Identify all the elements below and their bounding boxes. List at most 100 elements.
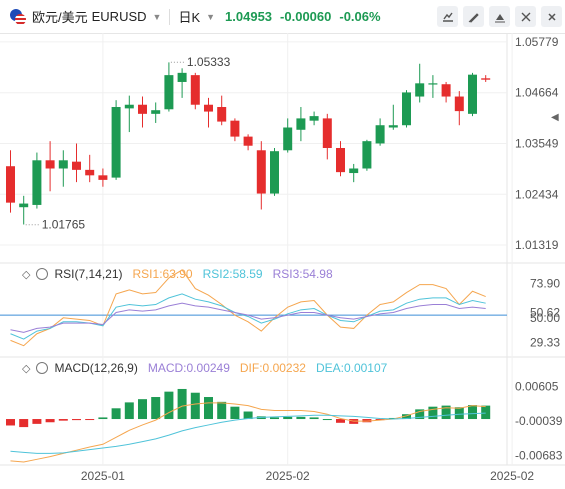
timeframe-selector[interactable]: 日K xyxy=(178,10,201,25)
price-tick-label: 1.02434 xyxy=(515,187,559,201)
macd-histogram-bar xyxy=(243,411,253,420)
candle-body xyxy=(402,92,411,126)
macd-title: MACD(12,26,9) xyxy=(54,361,138,375)
price-tick-label: 1.04664 xyxy=(515,86,559,100)
rsi3-legend: RSI3:54.98 xyxy=(272,267,333,281)
candle-body xyxy=(151,110,161,114)
indicators-icon[interactable] xyxy=(437,6,458,27)
price-tick-label: 1.03549 xyxy=(515,136,559,150)
time-tick-label: 2025-01 xyxy=(81,469,125,483)
candle-body xyxy=(388,125,398,128)
rsi1-legend: RSI1:63.90 xyxy=(132,267,193,281)
candle-body xyxy=(375,125,385,144)
price-tick-label: 1.05779 xyxy=(515,35,559,49)
rsi-tick-label: 73.90 xyxy=(530,276,560,290)
rsi-series-line-3 xyxy=(10,302,486,333)
candle-body xyxy=(85,169,95,176)
candle-body xyxy=(217,107,227,122)
candle-body xyxy=(230,120,240,137)
dif-line xyxy=(10,402,486,463)
pair-label: 欧元/美元 xyxy=(32,10,88,25)
macd-header: ◇ MACD(12,26,9) MACD:0.00249 DIF:0.00232… xyxy=(22,361,387,375)
macd-histogram-bar xyxy=(481,405,491,420)
macd-histogram-bar xyxy=(98,417,108,420)
chart-area[interactable]: 1.05779 1.04664 1.03549 1.02434 1.01319 2025-… xyxy=(0,33,565,489)
macd-tick-label: 0.00605 xyxy=(515,380,559,394)
timeframe-dropdown-icon[interactable]: ▼ xyxy=(206,11,216,22)
macd-histogram-bar xyxy=(19,419,29,428)
dea-legend: DEA:0.00107 xyxy=(315,361,388,375)
dea-line xyxy=(10,412,486,454)
rsi-settings-icon[interactable] xyxy=(36,268,49,280)
macd-histogram-bar xyxy=(362,419,372,423)
macd-histogram-bar xyxy=(177,388,187,420)
toolbar-divider xyxy=(169,8,171,25)
macd-histogram-bar xyxy=(388,417,398,420)
macd-histogram-bar xyxy=(336,419,345,423)
price-change-percent: -0.06% xyxy=(339,9,381,24)
rsi-visibility-icon[interactable]: ◇ xyxy=(22,268,31,281)
candle-body xyxy=(98,175,108,180)
candle-body xyxy=(349,168,359,174)
macd-visibility-icon[interactable]: ◇ xyxy=(22,362,31,375)
candle-body xyxy=(124,104,134,109)
candle-body xyxy=(177,72,187,82)
rsi-tick-label: 29.33 xyxy=(530,336,560,350)
macd-histogram-bar xyxy=(402,414,411,420)
rsi-series-line-1 xyxy=(10,269,486,347)
candle-body xyxy=(6,166,15,203)
dif-legend: DIF:0.00232 xyxy=(239,361,306,375)
fullscreen-icon[interactable] xyxy=(515,6,536,27)
macd-histogram-bar xyxy=(72,419,81,421)
macd-histogram-bar xyxy=(85,419,95,421)
macd-histogram-bar xyxy=(32,419,42,424)
macd-tick-label: -0.00683 xyxy=(515,449,563,463)
rsi-title: RSI(7,14,21) xyxy=(54,267,123,281)
macd-settings-icon[interactable] xyxy=(36,362,49,374)
macd-tick-label: -0.00039 xyxy=(515,414,563,428)
rsi-tick-label: 50.00 xyxy=(530,311,560,325)
macd-histogram-bar xyxy=(58,419,68,421)
macd-histogram-bar xyxy=(296,416,306,420)
macd-histogram-bar xyxy=(6,419,15,426)
candle-body xyxy=(45,160,55,169)
clear-icon[interactable] xyxy=(489,6,510,27)
candle-body xyxy=(164,75,174,110)
last-price: 1.04953 xyxy=(225,9,273,24)
price-tick-label: 1.01319 xyxy=(515,238,559,252)
macd-histogram-bar xyxy=(124,402,134,420)
candle-body xyxy=(468,74,477,114)
macd-legend: MACD:0.00249 xyxy=(147,361,230,375)
candle-body xyxy=(58,160,68,169)
candle-body xyxy=(270,151,279,194)
macd-histogram-bar xyxy=(204,397,213,420)
candle-body xyxy=(19,203,29,208)
macd-histogram-bar xyxy=(468,405,477,420)
candle-body xyxy=(415,83,425,97)
high-marker-label: 1.05333 xyxy=(187,55,231,69)
macd-histogram-bar xyxy=(217,401,227,420)
rsi-header: ◇ RSI(7,14,21) RSI1:63.90 RSI2:58.59 RSI… xyxy=(22,267,333,281)
candle-body xyxy=(72,161,81,170)
candle-body xyxy=(243,136,253,146)
drawing-icon[interactable] xyxy=(463,6,484,27)
chart-toolbar: 欧元/美元 EURUSD ▼ 日K ▼ 1.04953 -0.00060 -0.… xyxy=(0,0,565,34)
price-change: -0.00060 xyxy=(280,9,332,24)
collapse-panel-icon[interactable]: ◀ xyxy=(551,112,559,123)
symbol-dropdown-icon[interactable]: ▼ xyxy=(152,11,162,22)
close-icon[interactable] xyxy=(541,6,562,27)
candle-body xyxy=(481,78,491,80)
rsi2-legend: RSI2:58.59 xyxy=(202,267,263,281)
candle-body xyxy=(190,75,200,105)
rsi-tick-label: 50.62 xyxy=(530,305,560,319)
macd-histogram-bar xyxy=(190,392,200,420)
symbol-code[interactable]: EURUSD xyxy=(91,9,147,24)
candle-body xyxy=(362,141,372,169)
candle-body xyxy=(441,84,451,97)
candle-body xyxy=(296,118,306,130)
macd-histogram-bar xyxy=(375,419,385,421)
candle-body xyxy=(138,104,147,114)
candle-body xyxy=(204,104,213,112)
macd-histogram-bar xyxy=(454,407,464,420)
time-tick-label: 2025-02 xyxy=(266,469,310,483)
